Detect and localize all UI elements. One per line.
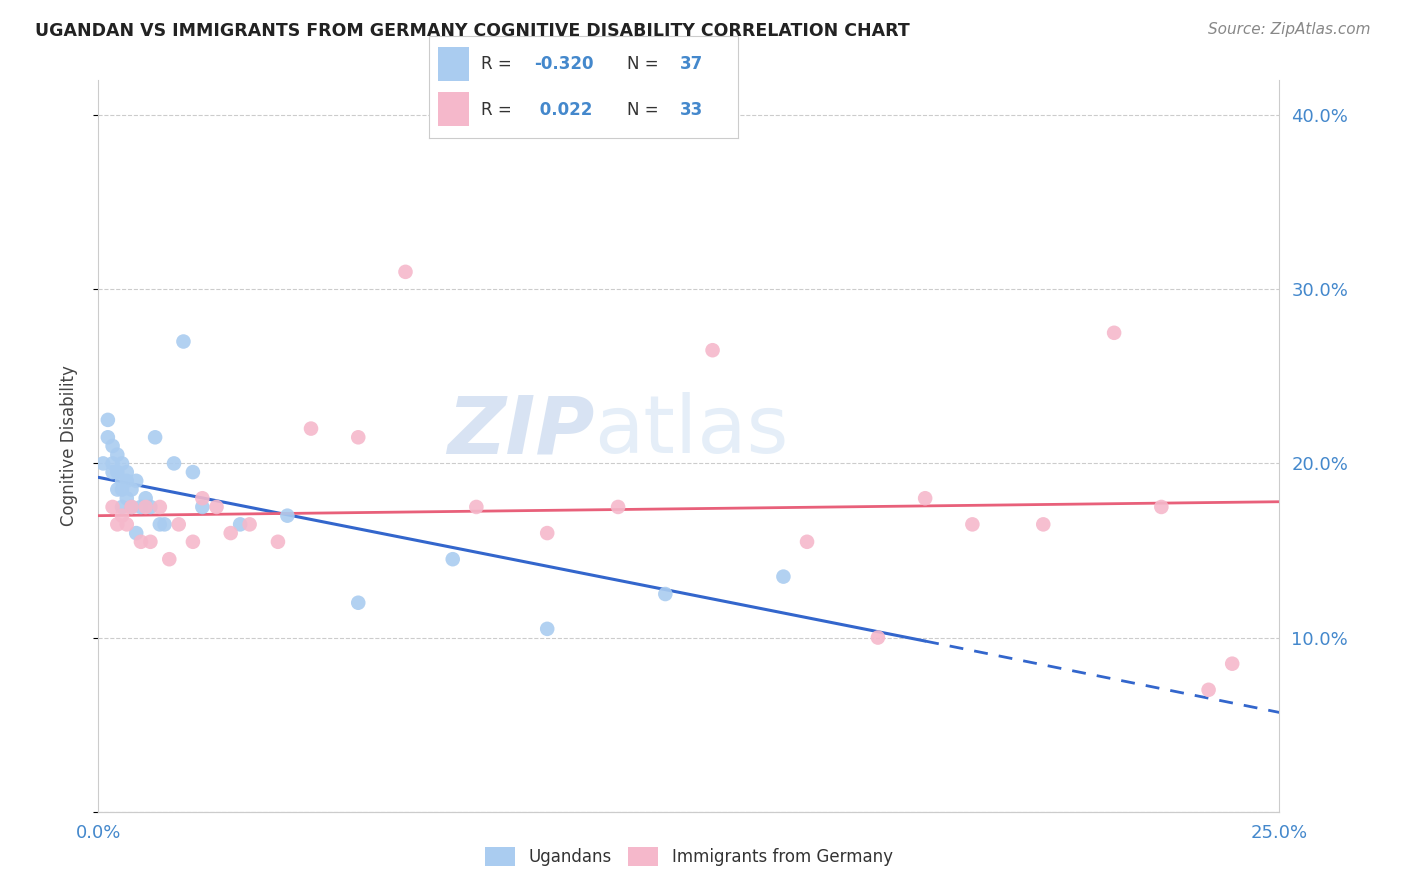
Text: Source: ZipAtlas.com: Source: ZipAtlas.com [1208, 22, 1371, 37]
Text: N =: N = [627, 55, 664, 73]
Point [772, 569, 794, 583]
Point [115, 474, 138, 488]
Point [135, 491, 157, 506]
Point [105, 483, 128, 497]
Point [125, 526, 148, 541]
Text: atlas: atlas [595, 392, 789, 470]
Point [299, 421, 322, 435]
Point [181, 465, 204, 479]
Point [149, 517, 172, 532]
Point [139, 500, 162, 514]
Point [1220, 657, 1243, 671]
Point [101, 500, 124, 514]
Point [866, 631, 889, 645]
Point [105, 465, 128, 479]
Point [163, 457, 186, 471]
Point [229, 517, 252, 532]
Point [105, 448, 128, 462]
Point [239, 517, 262, 532]
Text: UGANDAN VS IMMIGRANTS FROM GERMANY COGNITIVE DISABILITY CORRELATION CHART: UGANDAN VS IMMIGRANTS FROM GERMANY COGNI… [35, 22, 910, 40]
Point [129, 534, 152, 549]
Point [157, 552, 180, 566]
Point [1150, 500, 1173, 514]
Point [172, 334, 194, 349]
Point [111, 457, 134, 471]
Text: 0.022: 0.022 [534, 101, 592, 119]
Point [607, 500, 630, 514]
Point [115, 517, 138, 532]
Point [441, 552, 464, 566]
Point [129, 500, 152, 514]
Point [121, 500, 143, 514]
Point [465, 500, 488, 514]
Point [205, 500, 228, 514]
Text: N =: N = [627, 101, 664, 119]
Point [962, 517, 984, 532]
Point [121, 483, 143, 497]
Point [111, 500, 134, 514]
Point [121, 500, 143, 514]
Point [115, 465, 138, 479]
Point [796, 534, 818, 549]
Point [347, 430, 370, 444]
Point [191, 491, 214, 506]
Point [654, 587, 676, 601]
Point [101, 465, 124, 479]
Point [219, 526, 242, 541]
Point [276, 508, 298, 523]
Text: 37: 37 [679, 55, 703, 73]
Point [139, 534, 162, 549]
Y-axis label: Cognitive Disability: Cognitive Disability [59, 366, 77, 526]
Bar [439, 47, 470, 81]
Point [149, 500, 172, 514]
Point [267, 534, 290, 549]
Legend: Ugandans, Immigrants from Germany: Ugandans, Immigrants from Germany [478, 840, 900, 873]
Point [111, 483, 134, 497]
Point [105, 517, 128, 532]
Text: 33: 33 [679, 101, 703, 119]
Text: R =: R = [481, 55, 517, 73]
Point [1102, 326, 1125, 340]
Point [91, 457, 114, 471]
Point [153, 517, 176, 532]
Point [111, 474, 134, 488]
Point [135, 500, 157, 514]
Point [97, 430, 120, 444]
Point [101, 439, 124, 453]
Text: R =: R = [481, 101, 517, 119]
Point [111, 508, 134, 523]
Point [97, 413, 120, 427]
Text: ZIP: ZIP [447, 392, 595, 470]
Point [536, 622, 558, 636]
Point [125, 474, 148, 488]
Point [191, 500, 214, 514]
Point [536, 526, 558, 541]
Point [914, 491, 936, 506]
Point [1032, 517, 1054, 532]
Bar [439, 92, 470, 126]
Point [347, 596, 370, 610]
Point [115, 491, 138, 506]
Point [702, 343, 724, 358]
Text: -0.320: -0.320 [534, 55, 593, 73]
Point [101, 457, 124, 471]
Point [167, 517, 190, 532]
Point [394, 265, 416, 279]
Point [143, 430, 166, 444]
Point [1198, 682, 1220, 697]
Point [181, 534, 204, 549]
